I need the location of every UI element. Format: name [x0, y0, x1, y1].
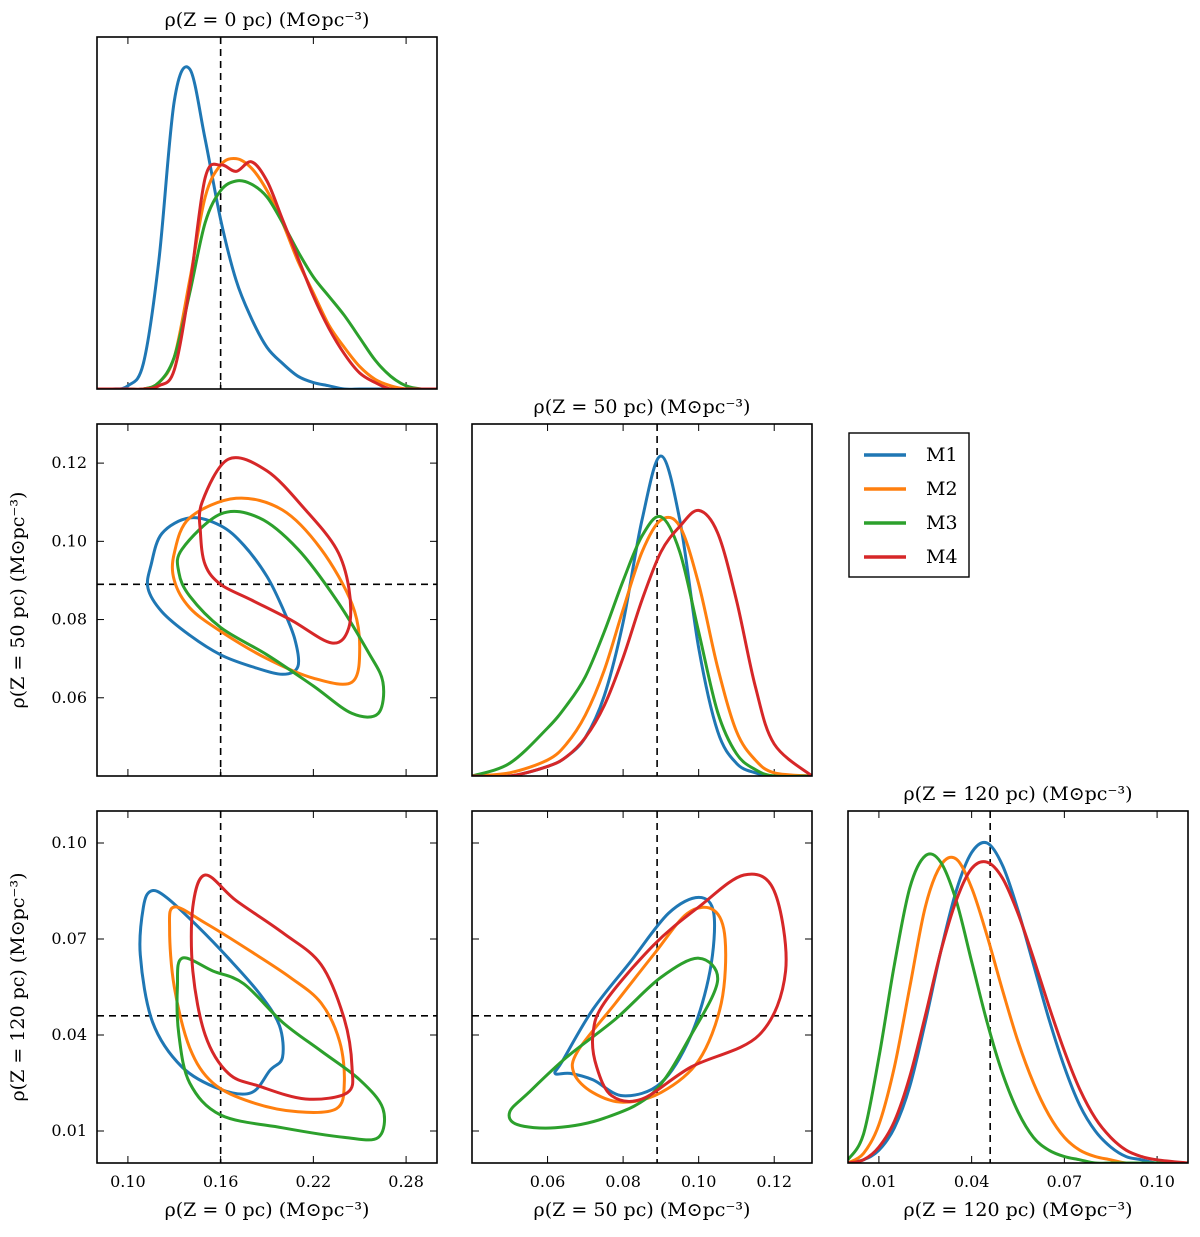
contour-M2 [167, 905, 346, 1115]
contour-M3 [175, 956, 386, 1142]
x-axis-label-rho0: ρ(Z = 0 pc) (M⊙pc⁻³) [165, 1199, 370, 1221]
x-tick-label: 0.08 [605, 1172, 641, 1191]
density-curve-M4 [97, 160, 437, 389]
density-curve-M1 [472, 454, 812, 776]
y-tick-label: 0.08 [51, 610, 87, 629]
x-tick-label: 0.12 [756, 1172, 792, 1191]
density-curve-M3 [97, 179, 437, 389]
density-curve-M3 [472, 514, 812, 776]
panel-frame [847, 810, 1189, 1164]
x-tick-label: 0.07 [1047, 1172, 1083, 1191]
x-tick-label: 0.10 [681, 1172, 717, 1191]
legend-label-M3: M3 [926, 512, 958, 534]
contour-M2 [170, 496, 362, 686]
x-tick-label: 0.10 [1139, 1172, 1175, 1191]
x-tick-label: 0.06 [530, 1172, 566, 1191]
panel-title-rho50: ρ(Z = 50 pc) (M⊙pc⁻³) [534, 396, 751, 418]
panel-frame [96, 36, 438, 390]
contour-M1 [553, 895, 717, 1098]
y-tick-label: 0.12 [51, 453, 87, 472]
x-tick-label: 0.01 [861, 1172, 897, 1191]
ticks [547, 424, 775, 776]
legend-frame [848, 432, 970, 578]
ticks [127, 37, 407, 389]
y-tick-label: 0.07 [51, 929, 87, 948]
y-tick-label: 0.04 [51, 1025, 87, 1044]
contour-M2 [570, 905, 728, 1104]
x-tick-label: 0.04 [954, 1172, 990, 1191]
contour-M3 [507, 956, 720, 1130]
legend-label-M4: M4 [926, 546, 958, 568]
ticks: 0.06 0.08 0.10 0.12 [51, 424, 437, 776]
plot-area [848, 811, 1188, 1163]
x-axis-label-rho120: ρ(Z = 120 pc) (M⊙pc⁻³) [904, 1199, 1133, 1221]
x-axis-label-rho50: ρ(Z = 50 pc) (M⊙pc⁻³) [534, 1199, 751, 1221]
contour-M4 [197, 456, 353, 645]
y-tick-label: 0.06 [51, 688, 87, 707]
contour-M4 [590, 872, 788, 1103]
legend-label-M1: M1 [926, 444, 958, 466]
panel-rho50: ρ(Z = 50 pc) (M⊙pc⁻³) [471, 396, 813, 777]
panel-frame [96, 810, 438, 1164]
ticks: 0.10 0.16 0.22 0.28 0.01 0.04 0.07 0.10 [51, 811, 437, 1191]
density-curve-M1 [97, 65, 437, 389]
panel-rho0-vs-rho120: 0.10 0.16 0.22 0.28 0.01 0.04 0.07 0.10 ρ(Z = 0 … [7, 810, 438, 1221]
plot-area [472, 424, 812, 776]
density-curve-M4 [472, 508, 812, 776]
y-tick-label: 0.01 [51, 1121, 87, 1140]
contour-M4 [189, 873, 355, 1101]
ticks: 0.01 0.04 0.07 0.10 [861, 811, 1175, 1191]
x-tick-label: 0.10 [110, 1172, 146, 1191]
y-axis-label-rho50: ρ(Z = 50 pc) (M⊙pc⁻³) [7, 492, 29, 709]
plot-area [472, 811, 812, 1163]
x-tick-label: 0.22 [296, 1172, 332, 1191]
density-curve-M3 [848, 852, 1188, 1163]
density-curve-M4 [848, 860, 1188, 1163]
panel-rho120: 0.01 0.04 0.07 0.10 ρ(Z = 120 pc) (M⊙pc⁻³) ρ(… [847, 783, 1189, 1221]
panel-rho0-vs-rho50: 0.06 0.08 0.10 0.12 ρ(Z = 50 pc) (M⊙pc⁻³) [7, 423, 438, 777]
y-tick-label: 0.10 [51, 833, 87, 852]
contour-M3 [175, 509, 386, 719]
ticks: 0.06 0.08 0.10 0.12 [472, 811, 812, 1191]
legend: M1 M2 M3 M4 [848, 432, 970, 578]
panel-rho50-vs-rho120: 0.06 0.08 0.10 0.12 ρ(Z = 50 pc) (M⊙pc⁻³) [471, 810, 813, 1221]
y-axis-label-rho120: ρ(Z = 120 pc) (M⊙pc⁻³) [7, 873, 29, 1102]
legend-label-M2: M2 [926, 478, 958, 500]
density-curve-M2 [97, 156, 437, 389]
plot-area [97, 37, 437, 389]
panel-rho0: ρ(Z = 0 pc) (M⊙pc⁻³) [96, 9, 438, 390]
plot-area [97, 424, 437, 776]
panel-title-rho120: ρ(Z = 120 pc) (M⊙pc⁻³) [904, 783, 1133, 805]
x-tick-label: 0.16 [203, 1172, 239, 1191]
x-tick-label: 0.28 [388, 1172, 424, 1191]
density-curve-M1 [848, 840, 1188, 1163]
density-curve-M2 [848, 855, 1188, 1163]
panel-frame [96, 423, 438, 777]
contour-M1 [145, 516, 301, 676]
density-curve-M2 [472, 515, 812, 776]
panel-frame [471, 423, 813, 777]
panel-frame [471, 810, 813, 1164]
panel-title-rho0: ρ(Z = 0 pc) (M⊙pc⁻³) [165, 9, 370, 31]
plot-area [97, 811, 437, 1163]
y-tick-label: 0.10 [51, 531, 87, 550]
contour-M1 [138, 888, 285, 1096]
